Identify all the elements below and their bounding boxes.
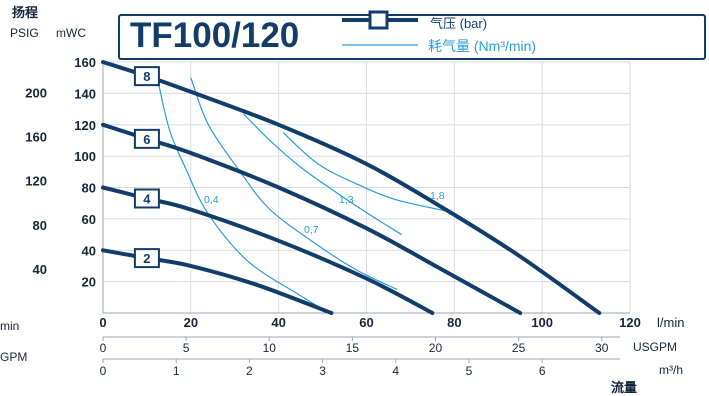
x-tick-label-lmin: 40 <box>271 315 285 330</box>
pressure-label-box <box>133 66 160 87</box>
x-unit-lmin: l/min <box>657 315 685 330</box>
y-tick-label-psig: 200 <box>25 85 47 100</box>
y-unit-mwc: mWC <box>56 26 86 40</box>
x-axis-title: 流量 <box>611 380 638 395</box>
y-unit-psig: PSIG <box>10 26 39 40</box>
y-tick-label-psig: 40 <box>33 262 47 277</box>
x-tick-label-m3h: 3 <box>319 364 326 378</box>
legend-pressure-marker <box>368 10 389 30</box>
x-tick-label-m3h: 5 <box>466 364 473 378</box>
x-tick-label-lmin: 120 <box>619 315 641 330</box>
air-consumption-label: 0,4 <box>204 194 219 206</box>
y-tick-label-mwc: 140 <box>74 86 96 101</box>
air-consumption-curve <box>155 69 328 312</box>
x-tick-label-m3h: 2 <box>246 364 253 378</box>
clipped-label-lmin: min <box>0 319 20 333</box>
y-tick-label-mwc: 80 <box>82 181 96 196</box>
pressure-label-box <box>133 248 160 269</box>
air-consumption-label: 1,8 <box>430 190 445 202</box>
clipped-label-usgpm: GPM <box>0 350 28 364</box>
x-tick-label-lmin: 60 <box>359 315 373 330</box>
x-unit-m3h: m³/h <box>659 363 683 377</box>
y-tick-label-mwc: 40 <box>82 243 96 258</box>
air-consumption-label: 1,3 <box>339 194 354 206</box>
x-tick-label-lmin: 100 <box>531 315 553 330</box>
pressure-label: 6 <box>143 132 150 147</box>
air-consumption-curve <box>282 132 455 214</box>
y-tick-label-mwc: 120 <box>74 118 96 133</box>
pressure-label-box <box>133 128 160 149</box>
x-tick-label-m3h: 1 <box>173 364 180 378</box>
x-tick-label-m3h: 6 <box>539 364 546 378</box>
x-tick-label-m3h: 0 <box>100 364 107 378</box>
y-tick-label-psig: 80 <box>33 218 47 233</box>
legend-air-label: 耗气量 (Nm³/min) <box>428 38 537 54</box>
y-tick-label-mwc: 160 <box>74 55 96 70</box>
pressure-label: 2 <box>143 251 150 266</box>
x-tick-label-usgpm: 15 <box>346 341 360 355</box>
y-tick-label-psig: 160 <box>25 130 47 145</box>
air-consumption-label: 0,7 <box>304 224 319 236</box>
x-tick-label-lmin: 80 <box>447 315 461 330</box>
legend-symbols <box>342 10 418 46</box>
legend-pressure-label: 气压 (bar) <box>430 16 488 31</box>
pressure-label: 8 <box>143 69 150 84</box>
y-axis-title: 扬程 <box>12 5 39 20</box>
x-tick-label-usgpm: 5 <box>183 341 190 355</box>
y-tick-label-psig: 120 <box>25 174 47 189</box>
x-tick-label-usgpm: 20 <box>429 341 443 355</box>
x-tick-label-usgpm: 10 <box>263 341 277 355</box>
x-tick-label-usgpm: 30 <box>595 341 609 355</box>
x-unit-usgpm: USGPM <box>633 340 678 354</box>
air-consumption-curve <box>190 77 398 291</box>
x-tick-label-lmin: 0 <box>99 315 106 330</box>
y-tick-label-mwc: 100 <box>74 149 96 164</box>
x-tick-label-usgpm: 0 <box>100 341 107 355</box>
air-consumption-curve <box>243 113 402 236</box>
pressure-label-box <box>133 188 160 209</box>
x-tick-label-m3h: 4 <box>392 364 399 378</box>
x-tick-label-usgpm: 25 <box>512 341 526 355</box>
y-tick-label-mwc: 60 <box>82 212 96 227</box>
chart-title: TF100/120 <box>130 16 300 55</box>
x-tick-label-lmin: 20 <box>184 315 198 330</box>
pressure-label: 4 <box>143 191 151 206</box>
y-tick-label-mwc: 20 <box>82 275 96 290</box>
